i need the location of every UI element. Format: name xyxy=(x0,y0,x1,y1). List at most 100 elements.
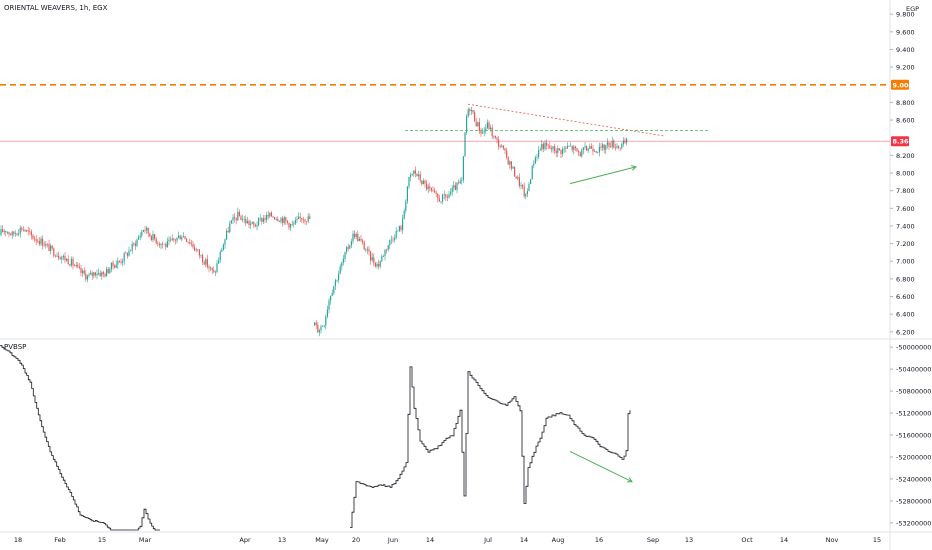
price-candle xyxy=(478,117,480,134)
price-candle xyxy=(362,238,364,245)
candle-body xyxy=(256,225,258,227)
candle-body xyxy=(494,135,496,138)
price-candle xyxy=(334,278,336,291)
candle-body xyxy=(277,219,279,221)
indicator-tick-label: -50800000.000 xyxy=(896,388,932,396)
price-candle xyxy=(125,251,127,254)
price-candle xyxy=(472,109,474,115)
price-candle xyxy=(445,193,447,201)
price-candle xyxy=(230,220,232,224)
price-candle xyxy=(450,188,452,197)
candle-body xyxy=(208,266,210,269)
price-candle xyxy=(614,143,616,151)
candle-body xyxy=(323,325,325,327)
price-candle xyxy=(411,173,413,176)
candle-body xyxy=(464,132,466,157)
candle-body xyxy=(398,226,400,231)
price-annotations[interactable]: 9.000 8.360 xyxy=(0,79,914,185)
candle-body xyxy=(530,179,532,185)
candle-body xyxy=(518,177,520,186)
candle-body xyxy=(74,265,76,267)
price-candle xyxy=(480,127,482,137)
price-candle xyxy=(200,254,202,259)
price-candle xyxy=(550,145,552,153)
candle-body xyxy=(424,180,426,184)
candle-body xyxy=(328,300,330,310)
price-candle xyxy=(278,220,280,222)
candle-body xyxy=(296,218,298,221)
price-candle xyxy=(346,245,348,255)
price-candle xyxy=(250,220,252,230)
candle-body xyxy=(230,220,232,224)
candle-body xyxy=(600,146,602,148)
candle-body xyxy=(93,272,95,276)
candle-body xyxy=(326,309,328,317)
candle-body xyxy=(419,174,421,181)
price-candle xyxy=(237,207,239,222)
resistance-tag xyxy=(891,79,909,90)
price-candle xyxy=(0,225,2,236)
price-candle xyxy=(221,247,223,253)
price-candle xyxy=(2,225,4,233)
candle-body xyxy=(46,243,48,245)
candle-body xyxy=(301,218,303,220)
indicator-tick-label: -52000000.000 xyxy=(896,453,932,461)
candle-body xyxy=(80,267,82,273)
candle-body xyxy=(384,249,386,257)
price-candle xyxy=(74,263,76,267)
candle-body xyxy=(435,192,437,194)
price-candle xyxy=(581,148,583,158)
candle-body xyxy=(226,230,228,240)
time-tick-label: May xyxy=(315,536,329,544)
price-candle xyxy=(563,145,565,153)
candle-body xyxy=(542,143,544,149)
candle-body xyxy=(608,142,610,147)
candle-body xyxy=(563,148,565,149)
candle-body xyxy=(112,262,114,266)
price-candles[interactable] xyxy=(0,106,628,337)
price-candle xyxy=(454,182,456,191)
candle-body xyxy=(110,262,112,270)
candle-body xyxy=(510,161,512,169)
pvbsp-line xyxy=(350,366,631,528)
candle-body xyxy=(458,182,460,184)
candle-body xyxy=(173,238,175,240)
price-candle xyxy=(610,142,612,148)
candle-body xyxy=(318,330,320,333)
candle-body xyxy=(442,194,444,202)
price-candle xyxy=(395,227,397,240)
candle-body xyxy=(14,233,16,235)
time-tick-label: Aug xyxy=(552,536,565,544)
candle-body xyxy=(125,252,127,254)
candle-body xyxy=(58,255,60,258)
price-candle xyxy=(611,136,613,150)
candle-body xyxy=(392,239,394,241)
price-candle xyxy=(210,266,212,272)
candle-body xyxy=(179,235,181,240)
candle-body xyxy=(2,229,4,233)
indicator-pane[interactable] xyxy=(0,345,633,531)
price-candle xyxy=(317,322,319,333)
candle-body xyxy=(120,261,122,263)
candle-body xyxy=(8,232,10,235)
price-candle xyxy=(291,220,293,226)
price-candle xyxy=(110,262,112,273)
candle-body xyxy=(322,326,324,327)
price-candle xyxy=(486,119,488,129)
price-candle xyxy=(579,151,581,157)
price-candle xyxy=(259,214,261,222)
price-candle xyxy=(187,241,189,244)
candle-body xyxy=(237,211,239,221)
candle-body xyxy=(438,198,440,202)
candle-body xyxy=(522,184,524,187)
price-candle xyxy=(603,144,605,154)
price-candle xyxy=(336,279,338,283)
price-candle xyxy=(578,149,580,157)
price-candle xyxy=(42,235,44,250)
candle-body xyxy=(286,220,288,223)
candle-body xyxy=(536,157,538,158)
candle-body xyxy=(555,151,557,153)
price-candle xyxy=(50,243,52,255)
candle-body xyxy=(621,144,623,149)
